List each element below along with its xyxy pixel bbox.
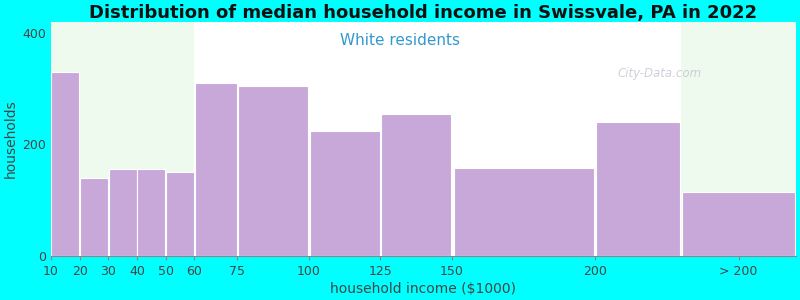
Title: Distribution of median household income in Swissvale, PA in 2022: Distribution of median household income … xyxy=(90,4,758,22)
Bar xyxy=(51,72,79,256)
Bar xyxy=(596,122,680,256)
X-axis label: household income ($1000): household income ($1000) xyxy=(330,282,517,296)
Bar xyxy=(682,192,794,256)
Bar xyxy=(310,130,380,256)
Bar xyxy=(51,22,194,256)
Bar xyxy=(80,178,108,256)
Bar xyxy=(382,114,451,256)
Bar xyxy=(109,169,137,256)
Bar xyxy=(138,169,166,256)
Text: White residents: White residents xyxy=(340,33,460,48)
Text: City-Data.com: City-Data.com xyxy=(617,67,702,80)
Bar xyxy=(238,86,308,256)
Bar xyxy=(682,22,796,256)
Bar xyxy=(166,172,194,256)
Bar xyxy=(194,83,237,256)
Bar xyxy=(454,168,594,256)
Y-axis label: households: households xyxy=(4,100,18,178)
